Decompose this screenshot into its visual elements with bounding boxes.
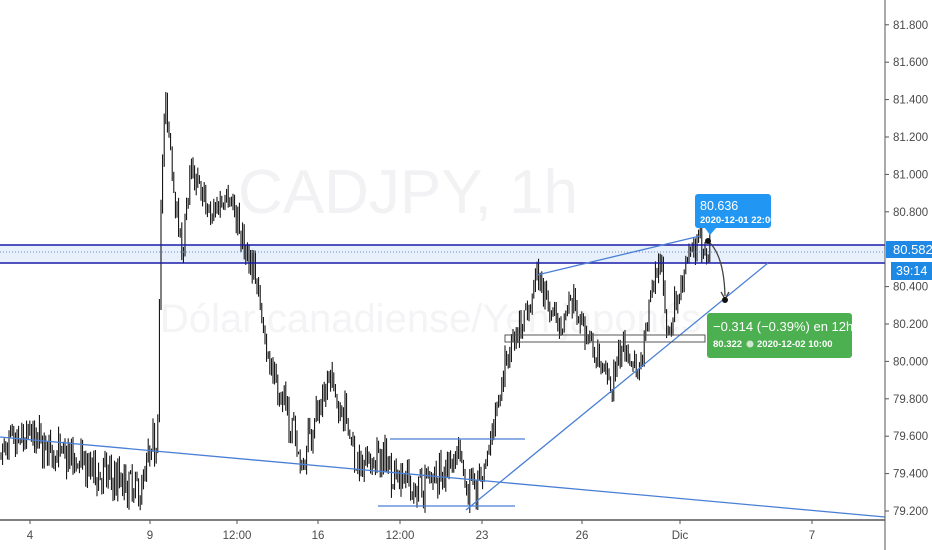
y-tick-label: 81.000 [893, 169, 928, 181]
ascending-trendline[interactable] [465, 262, 769, 511]
x-tick-label: 9 [147, 530, 153, 542]
countdown-badge [891, 262, 932, 280]
end-point[interactable] [722, 297, 728, 303]
x-tick-label: 23 [476, 530, 489, 542]
start-point[interactable] [705, 238, 711, 244]
y-tick-label: 79.800 [893, 394, 928, 406]
wedge-upper-trendline[interactable] [536, 235, 701, 276]
x-tick-label: 12:00 [386, 530, 415, 542]
y-tick-label: 80.200 [893, 319, 928, 331]
projection-datetime: 2020-12-02 10:00 [757, 339, 833, 350]
projection-price: 80.322 [713, 339, 742, 350]
x-tick-label: Dic [672, 530, 689, 542]
symbol-watermark: CADJPY, 1h [238, 158, 578, 227]
description-watermark: Dólar canadiense/Yen japonés [160, 297, 701, 341]
clock-icon [746, 340, 754, 348]
bar-countdown: 39:14 [896, 264, 927, 278]
current-price-badge [886, 241, 932, 258]
support-box[interactable] [504, 334, 706, 343]
descending-trendline[interactable] [0, 436, 886, 518]
projection-label [707, 313, 852, 358]
y-tick-label: 81.600 [893, 57, 928, 69]
y-tick-label: 79.200 [893, 506, 928, 518]
y-tick-label: 81.400 [893, 95, 928, 107]
y-tick-label: 80.000 [893, 356, 928, 368]
y-tick-label: 80.400 [893, 282, 928, 294]
x-tick-label: 26 [576, 530, 589, 542]
y-tick-label: 79.400 [893, 469, 928, 481]
x-tick-label: 4 [27, 530, 34, 542]
tooltip-pointer [705, 228, 716, 235]
x-tick-label: 7 [809, 530, 815, 542]
price-tooltip [695, 194, 771, 228]
y-tick-label: 80.800 [893, 207, 928, 219]
x-tick-label: 12:00 [223, 530, 252, 542]
x-tick-label: 16 [312, 530, 325, 542]
tooltip-price: 80.636 [700, 199, 738, 213]
y-tick-label: 79.600 [893, 431, 928, 443]
y-tick-label: 81.800 [893, 20, 928, 32]
resistance-zone[interactable] [0, 245, 885, 263]
y-tick-label: 81.200 [893, 132, 928, 144]
projection-arrow[interactable] [707, 240, 726, 297]
tooltip-datetime: 2020-12-01 22:00 [700, 215, 776, 226]
current-price-value: 80.582 [893, 242, 932, 257]
projection-change: −0.314 (−0.39%) en 12h [713, 319, 853, 334]
